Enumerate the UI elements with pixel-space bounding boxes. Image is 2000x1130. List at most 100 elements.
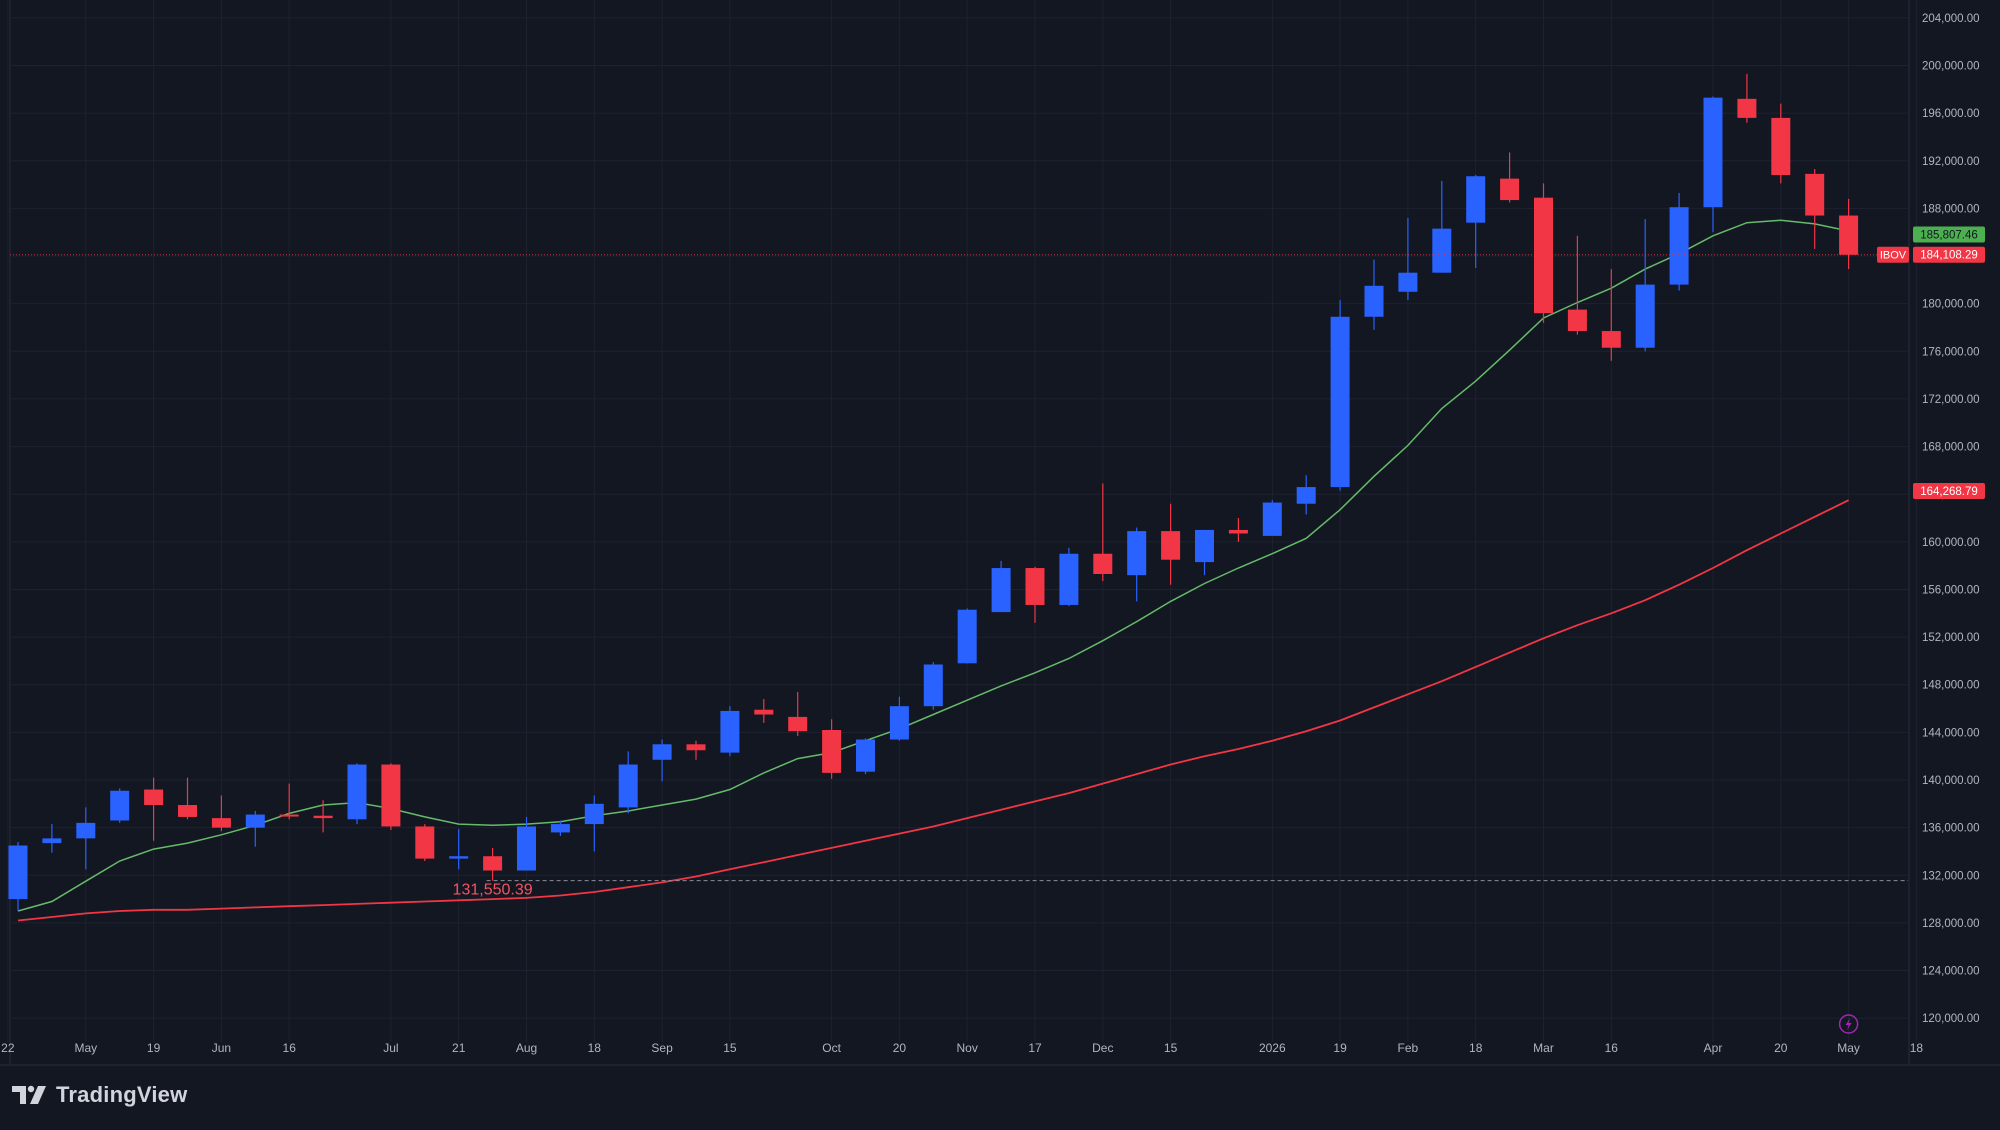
candle-body [1635, 284, 1655, 348]
candle [517, 816, 536, 871]
candle-body [1534, 197, 1553, 314]
candle-body [652, 744, 672, 760]
candle [76, 807, 96, 870]
time-tick-label: 17 [1028, 1041, 1042, 1055]
candle-body [110, 790, 130, 821]
candle [1669, 192, 1689, 291]
candle [1703, 96, 1723, 233]
ma-slow-line [17, 499, 1849, 922]
candle [178, 777, 197, 820]
time-tick-label: 22 [1, 1041, 15, 1055]
candle-body [550, 824, 570, 833]
candle [1398, 217, 1418, 301]
candle-body [381, 764, 401, 827]
price-tick-label: 192,000.00 [1922, 156, 1980, 168]
time-tick-label: 20 [1774, 1041, 1788, 1055]
time-tick-label: 15 [723, 1041, 737, 1055]
price-tick-label: 160,000.00 [1922, 537, 1980, 549]
time-tick-label: 18 [588, 1041, 602, 1055]
time-tick-label: 19 [1333, 1041, 1347, 1055]
candle [381, 763, 401, 831]
price-tick-label: 124,000.00 [1922, 966, 1980, 978]
candle [1093, 483, 1113, 582]
candle-body [1500, 178, 1520, 201]
time-tick-label: 19 [147, 1041, 161, 1055]
price-tick-label: 152,000.00 [1922, 632, 1980, 644]
candle-body [279, 814, 299, 817]
time-tick-label: Nov [957, 1041, 978, 1055]
candle [110, 788, 130, 823]
candle-body [1771, 117, 1791, 176]
price-tick-label: 136,000.00 [1922, 823, 1980, 835]
time-tick-label: Jul [383, 1041, 398, 1055]
candle [1432, 181, 1452, 273]
candle [686, 740, 706, 760]
price-tick-label: 204,000.00 [1922, 13, 1980, 25]
symbol-badge [1877, 246, 1909, 263]
candle-body [720, 710, 740, 753]
candle [1567, 235, 1587, 335]
time-tick-label: 20 [893, 1041, 907, 1055]
candle [822, 719, 842, 779]
candle [347, 763, 367, 825]
candle-body [245, 814, 265, 828]
tradingview-logo-icon [12, 1085, 46, 1104]
candle [42, 824, 62, 853]
candle [1228, 518, 1248, 542]
candle [652, 739, 672, 782]
candle-body [754, 709, 774, 715]
time-tick-label: Oct [822, 1041, 841, 1055]
candle [1839, 198, 1859, 270]
candle [788, 691, 808, 736]
candle-body [1330, 316, 1350, 488]
candle [415, 824, 435, 861]
candle-body [1805, 173, 1825, 216]
candle-body [8, 845, 28, 900]
candle-body [889, 706, 909, 740]
candle-body [1262, 502, 1282, 536]
candle [957, 608, 977, 664]
ma-fast-price-label: 185,807.46 [1920, 230, 1978, 242]
candle [991, 560, 1011, 613]
candle-body [178, 805, 197, 817]
time-tick-label: Aug [516, 1041, 537, 1055]
candle-body [686, 744, 706, 751]
candle-body [957, 609, 977, 664]
candle [8, 841, 28, 912]
candle-body [1296, 487, 1316, 504]
time-tick-label: May [1837, 1041, 1860, 1055]
lightning-icon[interactable] [1838, 1014, 1859, 1034]
candle [1635, 219, 1655, 352]
price-tick-label: 200,000.00 [1922, 60, 1980, 72]
candle [889, 696, 909, 741]
candle [923, 662, 943, 710]
symbol-label: IBOV [1880, 250, 1907, 262]
tradingview-brand[interactable]: TradingView [12, 1080, 187, 1110]
candle [449, 828, 469, 870]
candle-body [1161, 531, 1181, 560]
candle [1296, 475, 1316, 515]
candle-body [76, 822, 96, 839]
candle-body [42, 838, 62, 844]
candle-body [1025, 568, 1045, 605]
time-tick-label: Dec [1092, 1041, 1113, 1055]
ma-fast-price-badge [1913, 226, 1985, 243]
candle-body [856, 739, 875, 772]
ma-slow-price-badge [1913, 483, 1985, 500]
time-tick-label: Apr [1704, 1041, 1723, 1055]
candle-body [584, 803, 604, 825]
candle-body [1127, 531, 1147, 576]
candle-body [1669, 207, 1689, 285]
candle-body [483, 856, 503, 871]
ma-slow-price-label: 164,268.79 [1920, 486, 1978, 498]
price-tick-label: 168,000.00 [1922, 442, 1980, 454]
price-tick-label: 176,000.00 [1922, 346, 1980, 358]
time-tick-label: 2026 [1259, 1041, 1286, 1055]
candle [1330, 300, 1350, 491]
low-price-label: 131,550.39 [453, 882, 533, 899]
candle [211, 795, 231, 832]
candle [1161, 503, 1181, 585]
